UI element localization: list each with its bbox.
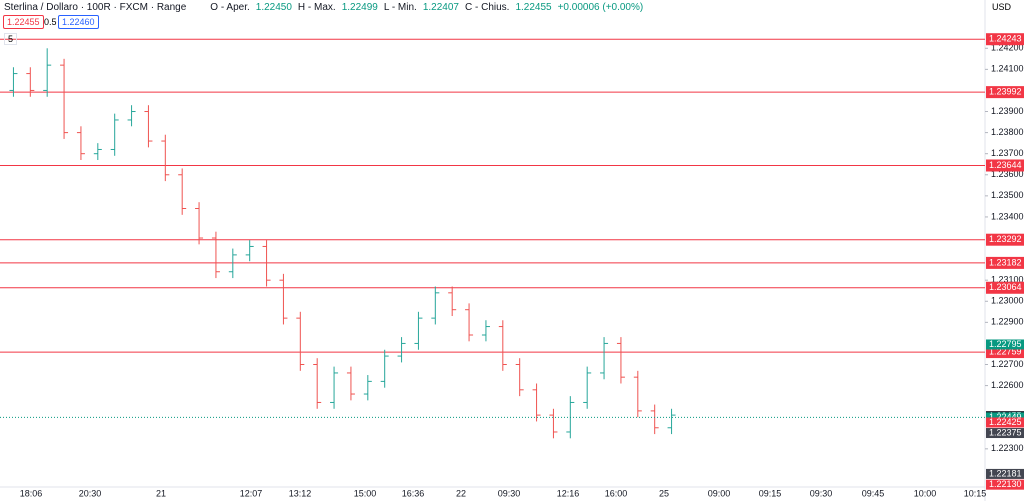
x-tick-label: 21 bbox=[156, 488, 166, 498]
price-label: 1.22130 bbox=[989, 479, 1022, 489]
price-label: 1.22375 bbox=[989, 427, 1022, 437]
y-tick-label: 1.23700 bbox=[991, 148, 1024, 158]
x-tick-label: 09:45 bbox=[862, 488, 885, 498]
x-tick-label: 18:06 bbox=[20, 488, 43, 498]
ohlc-key: O - Aper. bbox=[210, 1, 250, 13]
change: +0.00006 (+0.00%) bbox=[557, 1, 644, 13]
y-tick-label: 1.22900 bbox=[991, 317, 1024, 327]
level-label-bg bbox=[986, 256, 1024, 269]
y-tick-label: 1.22300 bbox=[991, 443, 1024, 453]
price-label-bg bbox=[986, 417, 1024, 428]
y-tick-label: 1.23500 bbox=[991, 190, 1024, 200]
y-tick-label: 1.24100 bbox=[991, 64, 1024, 74]
ohlc-key: L - Min. bbox=[383, 1, 417, 13]
level-label-bg bbox=[986, 159, 1024, 172]
sell-button[interactable]: 1.22455 bbox=[3, 15, 44, 29]
price-label-bg bbox=[986, 468, 1024, 479]
x-tick-label: 22 bbox=[456, 488, 466, 498]
x-tick-label: 10:00 bbox=[914, 488, 937, 498]
x-tick-label: 25 bbox=[659, 488, 669, 498]
x-tick-label: 10:15 bbox=[964, 488, 987, 498]
x-tick-label: 09:30 bbox=[498, 488, 521, 498]
y-tick-label: 1.22700 bbox=[991, 359, 1024, 369]
x-tick-label: 20:30 bbox=[79, 488, 102, 498]
x-tick-label: 15:00 bbox=[354, 488, 377, 498]
x-tick-label: 13:12 bbox=[289, 488, 312, 498]
ohlc-key: H - Max. bbox=[297, 1, 336, 13]
level-label: 1.23182 bbox=[989, 257, 1022, 267]
level-label: 1.23644 bbox=[989, 160, 1022, 170]
header: Sterlina / Dollaro · 100R · FXCM · Range… bbox=[0, 0, 643, 14]
price-label-bg bbox=[986, 479, 1024, 490]
price-label-bg bbox=[986, 339, 1024, 350]
x-tick-label: 16:36 bbox=[402, 488, 425, 498]
y-tick-label: 1.23800 bbox=[991, 127, 1024, 137]
level-label: 1.23292 bbox=[989, 234, 1022, 244]
ohlc-value: 1.22407 bbox=[422, 1, 459, 13]
ohlc-value: 1.22455 bbox=[515, 1, 552, 13]
x-tick-label: 09:00 bbox=[708, 488, 731, 498]
price-label: 1.22795 bbox=[989, 339, 1022, 349]
ohlc-value: 1.22499 bbox=[341, 1, 378, 13]
y-tick-label: 1.22600 bbox=[991, 380, 1024, 390]
y-tick-label: 1.23400 bbox=[991, 211, 1024, 221]
y-tick-label: 1.24200 bbox=[991, 43, 1024, 53]
level-label-bg bbox=[986, 281, 1024, 294]
y-tick-label: 1.23100 bbox=[991, 275, 1024, 285]
level-label-bg bbox=[986, 33, 1024, 46]
x-tick-label: 12:16 bbox=[557, 488, 580, 498]
x-tick-label: 09:30 bbox=[810, 488, 833, 498]
x-tick-label: 16:00 bbox=[605, 488, 628, 498]
level-label: 1.22759 bbox=[989, 346, 1022, 356]
level-label: 1.24243 bbox=[989, 34, 1022, 44]
indicators-toggle[interactable]: 5 bbox=[4, 33, 18, 45]
level-label-bg bbox=[986, 86, 1024, 99]
y-tick-label: 1.23600 bbox=[991, 169, 1024, 179]
price-label: 1.22425 bbox=[989, 417, 1022, 427]
spread: 0.5 bbox=[44, 17, 57, 27]
level-label: 1.23064 bbox=[989, 282, 1022, 292]
ohlc-value: 1.22450 bbox=[255, 1, 292, 13]
buy-button[interactable]: 1.22460 bbox=[58, 15, 99, 29]
y-tick-label: 1.23000 bbox=[991, 296, 1024, 306]
symbol-title[interactable]: Sterlina / Dollaro · 100R · FXCM · Range bbox=[4, 1, 187, 13]
x-tick-label: 09:15 bbox=[759, 488, 782, 498]
x-tick-label: 12:07 bbox=[240, 488, 263, 498]
y-tick-label: 1.23900 bbox=[991, 106, 1024, 116]
level-label-bg bbox=[986, 233, 1024, 246]
price-label: 1.22449 bbox=[989, 412, 1022, 422]
level-label: 1.23992 bbox=[989, 87, 1022, 97]
currency[interactable]: USD bbox=[992, 2, 1012, 12]
price-label: 1.22181 bbox=[989, 468, 1022, 478]
price-label-bg bbox=[986, 412, 1024, 423]
price-label-bg bbox=[986, 428, 1024, 439]
ohlc-key: C - Chius. bbox=[464, 1, 510, 13]
